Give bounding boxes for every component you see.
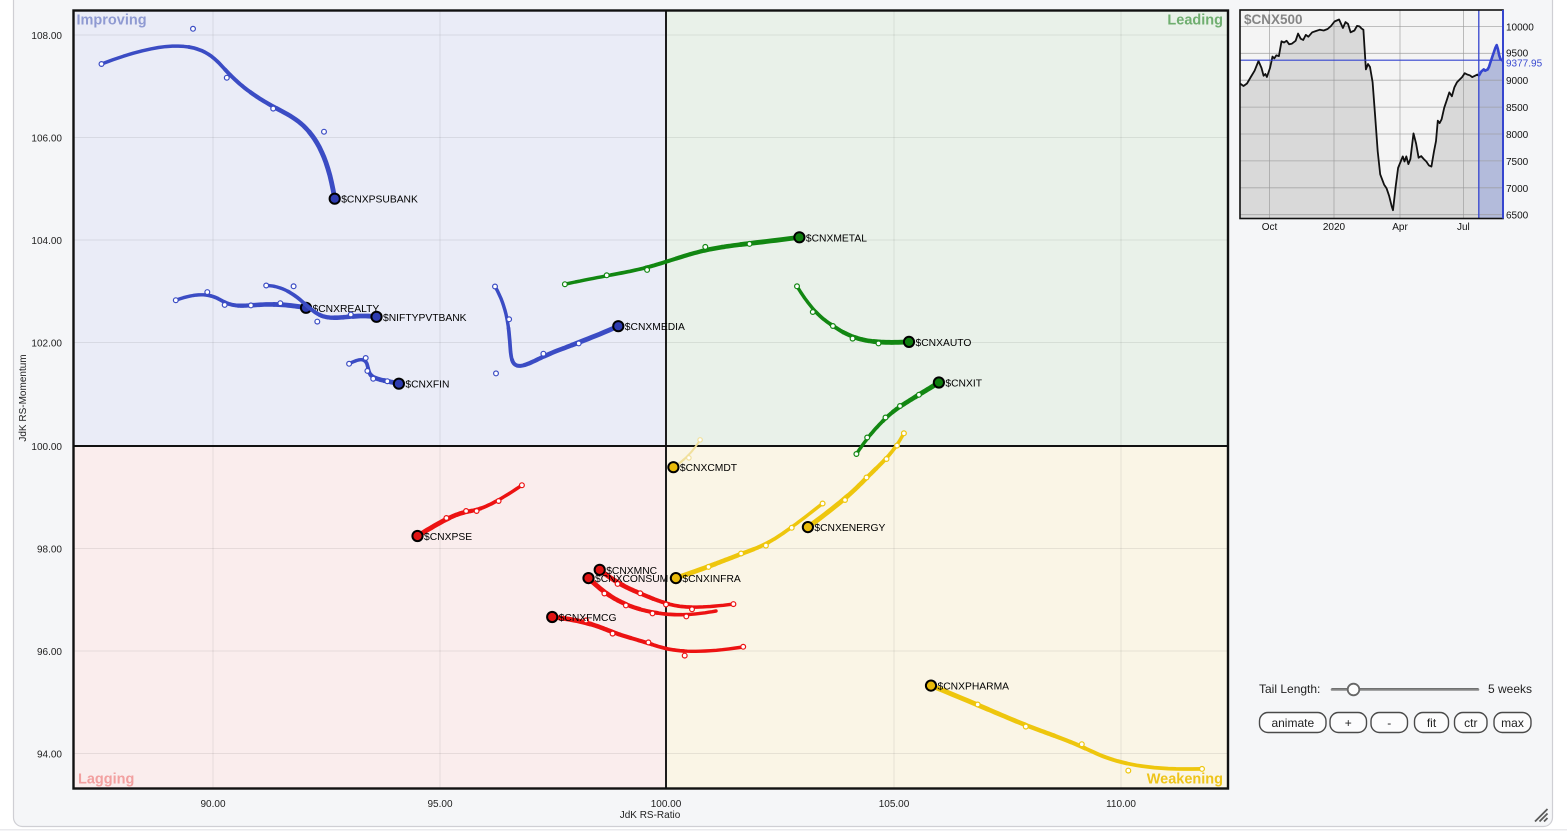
svg-text:106.00: 106.00 <box>31 134 62 145</box>
svg-text:$CNXREALTY: $CNXREALTY <box>313 304 380 315</box>
svg-text:Jul: Jul <box>1457 222 1470 233</box>
svg-text:$CNXPSE: $CNXPSE <box>424 532 472 543</box>
svg-text:9500: 9500 <box>1506 48 1529 59</box>
svg-text:$CNXIT: $CNXIT <box>945 379 982 390</box>
svg-text:100.00: 100.00 <box>31 442 62 453</box>
svg-text:6500: 6500 <box>1506 211 1529 222</box>
svg-text:Leading: Leading <box>1167 13 1223 29</box>
svg-text:Apr: Apr <box>1392 222 1408 233</box>
svg-text:108.00: 108.00 <box>31 31 62 42</box>
svg-text:$CNXCMDT: $CNXCMDT <box>680 463 738 474</box>
svg-text:5 weeks: 5 weeks <box>1488 682 1532 696</box>
svg-text:Lagging: Lagging <box>78 772 134 788</box>
svg-text:100.00: 100.00 <box>651 799 682 810</box>
svg-text:max: max <box>1501 716 1524 730</box>
svg-text:$CNXPSUBANK: $CNXPSUBANK <box>341 195 418 206</box>
svg-text:102.00: 102.00 <box>31 339 62 350</box>
svg-text:JdK RS-Ratio: JdK RS-Ratio <box>620 810 681 821</box>
svg-text:2020: 2020 <box>1323 222 1346 233</box>
svg-text:Oct: Oct <box>1262 222 1278 233</box>
svg-text:9000: 9000 <box>1506 76 1529 87</box>
svg-text:JdK RS-Momentum: JdK RS-Momentum <box>18 354 29 441</box>
svg-text:9377.95: 9377.95 <box>1506 59 1543 70</box>
svg-text:animate: animate <box>1271 716 1314 730</box>
svg-text:$CNXINFRA: $CNXINFRA <box>682 574 740 585</box>
svg-text:110.00: 110.00 <box>1106 799 1136 810</box>
svg-text:8000: 8000 <box>1506 130 1529 141</box>
svg-text:-: - <box>1387 716 1391 730</box>
svg-text:$CNXMEDIA: $CNXMEDIA <box>625 322 685 333</box>
svg-text:$CNXMETAL: $CNXMETAL <box>806 233 867 244</box>
svg-text:94.00: 94.00 <box>37 750 62 761</box>
svg-text:95.00: 95.00 <box>427 799 452 810</box>
svg-text:Tail Length:: Tail Length: <box>1259 682 1320 696</box>
svg-text:fit: fit <box>1427 716 1437 730</box>
svg-text:90.00: 90.00 <box>200 799 225 810</box>
svg-text:$CNXMNC: $CNXMNC <box>606 566 657 577</box>
svg-text:$NIFTYPVTBANK: $NIFTYPVTBANK <box>383 313 467 324</box>
svg-text:ctr: ctr <box>1464 716 1477 730</box>
svg-text:$CNX500: $CNX500 <box>1244 12 1303 27</box>
svg-text:$CNXFIN: $CNXFIN <box>405 380 449 391</box>
svg-text:10000: 10000 <box>1506 22 1534 33</box>
svg-text:105.00: 105.00 <box>879 799 910 810</box>
svg-text:$CNXENERGY: $CNXENERGY <box>814 523 885 534</box>
svg-text:8500: 8500 <box>1506 103 1529 114</box>
svg-text:+: + <box>1345 716 1352 730</box>
svg-text:Improving: Improving <box>77 13 147 29</box>
svg-text:Weakening: Weakening <box>1147 772 1223 788</box>
svg-text:$CNXCONSUM: $CNXCONSUM <box>595 574 668 585</box>
svg-text:7500: 7500 <box>1506 157 1529 168</box>
svg-text:$CNXFMCG: $CNXFMCG <box>559 613 617 624</box>
svg-text:$CNXAUTO: $CNXAUTO <box>916 338 972 349</box>
svg-text:98.00: 98.00 <box>37 545 62 556</box>
svg-text:96.00: 96.00 <box>37 647 62 658</box>
svg-text:104.00: 104.00 <box>31 236 62 247</box>
svg-text:7000: 7000 <box>1506 184 1529 195</box>
svg-text:$CNXPHARMA: $CNXPHARMA <box>938 682 1010 693</box>
